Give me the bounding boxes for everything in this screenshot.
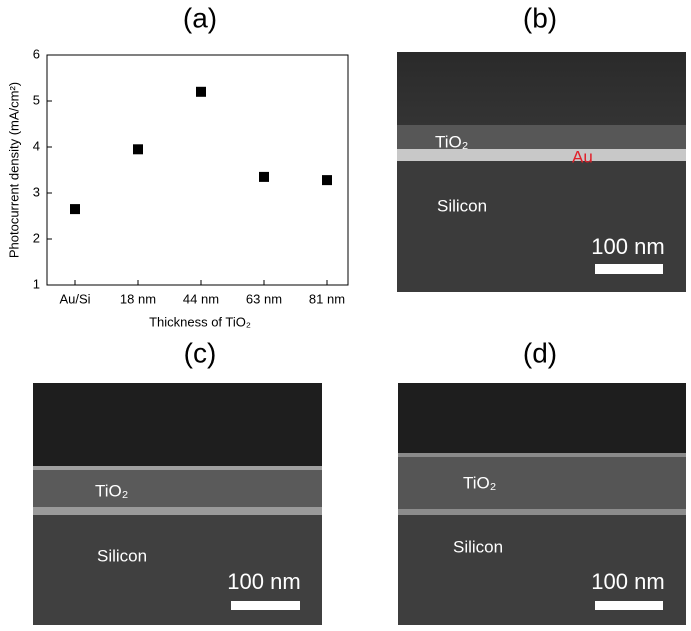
layer-label: Silicon (97, 546, 147, 565)
x-axis-label: Thickness of TiO₂ (149, 314, 251, 329)
x-tick-label: 44 nm (183, 291, 219, 306)
layer-label: Silicon (437, 196, 487, 215)
y-axis-label: Photocurrent density (mA/cm²) (6, 82, 21, 258)
y-tick-label: 4 (33, 138, 40, 153)
sem-image: TiO₂ Silicon 100 nm (33, 383, 322, 625)
layer-label: Silicon (453, 537, 503, 556)
layer-label: TiO₂ (95, 481, 128, 500)
marker (196, 86, 206, 97)
y-tick-label: 5 (33, 92, 40, 107)
y-tick-label: 6 (33, 46, 40, 61)
layer-label: TiO₂ (435, 132, 468, 151)
panel-label: (a) (183, 2, 217, 33)
layer-label: Au (572, 147, 593, 166)
panel-label: (c) (184, 337, 217, 368)
marker (322, 175, 332, 186)
panel-label: (b) (523, 2, 557, 33)
x-tick-label: 18 nm (120, 291, 156, 306)
sem-image: TiO₂ Au Silicon 100 nm (397, 52, 686, 292)
layer-label: TiO₂ (463, 473, 496, 492)
y-tick-label: 2 (33, 230, 40, 245)
marker (259, 171, 269, 182)
x-tick-label: 81 nm (309, 291, 345, 306)
y-tick-label: 3 (33, 184, 40, 199)
plot-frame (46, 54, 349, 286)
scale-label: 100 nm (591, 234, 664, 259)
x-tick-label: 63 nm (246, 291, 282, 306)
sem-image: TiO₂ Silicon 100 nm (398, 383, 686, 625)
marker (70, 204, 80, 215)
x-tick-label: Au/Si (59, 291, 90, 306)
panel-label: (d) (523, 337, 557, 368)
scale-label: 100 nm (591, 569, 664, 594)
scale-label: 100 nm (227, 569, 300, 594)
marker (133, 144, 143, 155)
y-tick-label: 1 (33, 276, 40, 291)
